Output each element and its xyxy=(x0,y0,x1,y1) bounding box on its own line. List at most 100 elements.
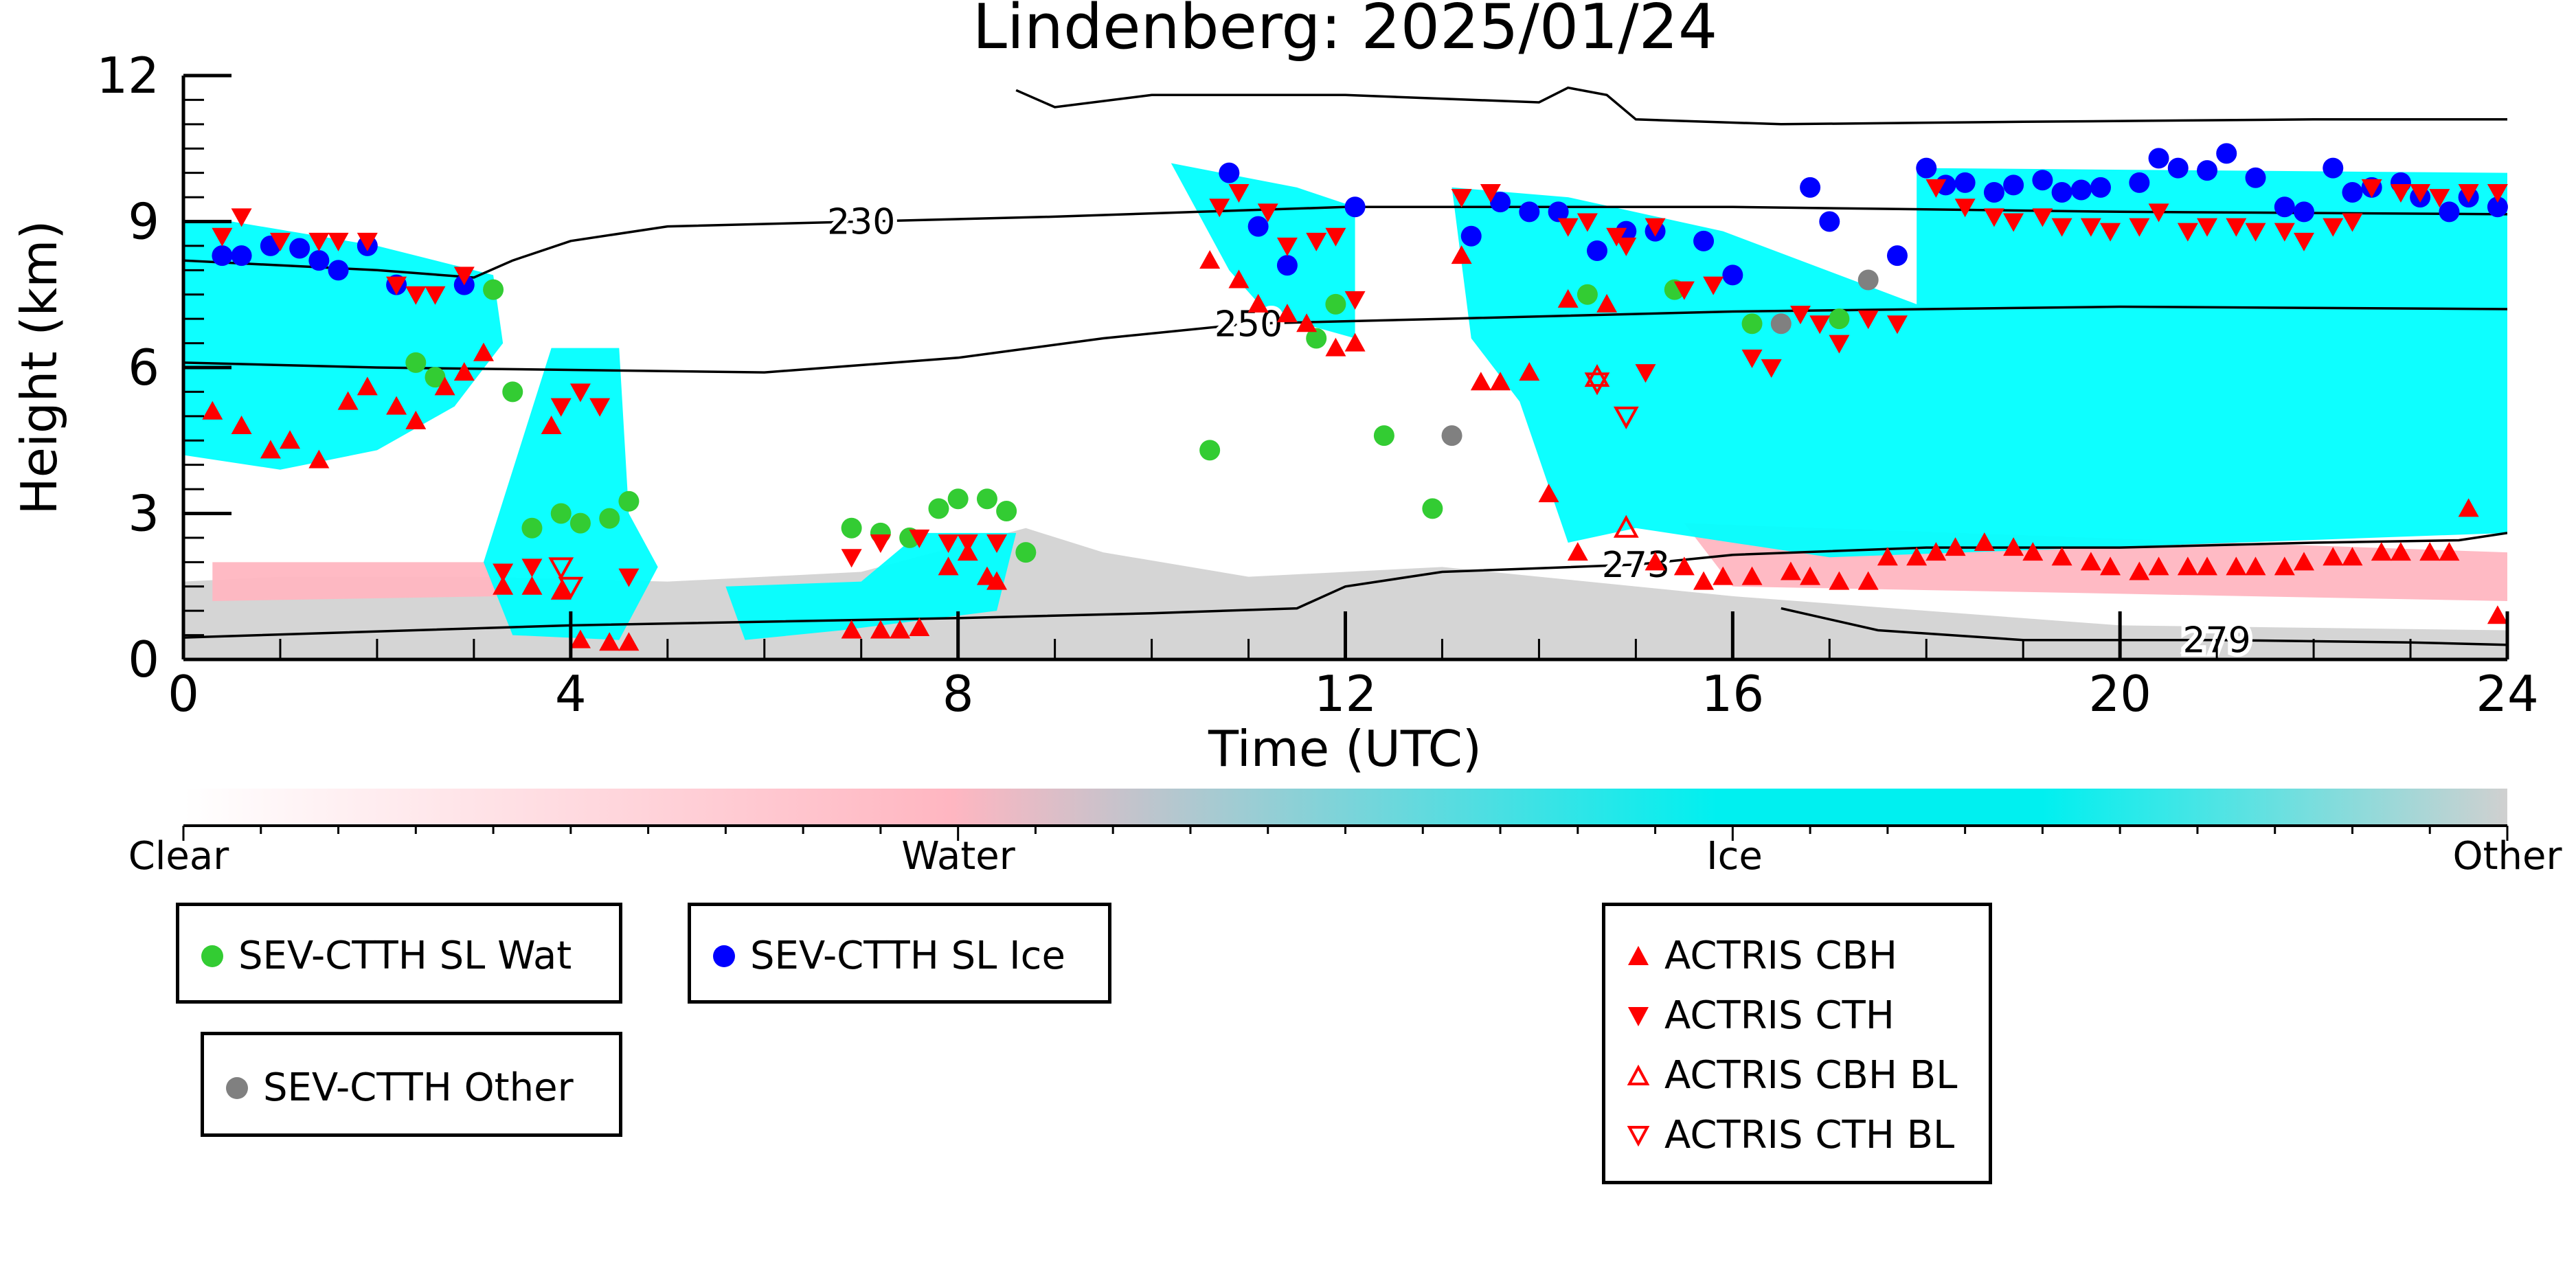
marker-actris-cbh xyxy=(1567,542,1588,561)
marker-actris-cth xyxy=(1635,364,1656,383)
marker-actris-cbh xyxy=(986,571,1008,590)
legend-wat: SEV-CTTH SL Wat xyxy=(176,903,622,1004)
marker-actris-cth xyxy=(1616,237,1637,256)
marker-actris-cbh xyxy=(1906,547,1928,566)
marker-actris-cbh xyxy=(1925,542,1947,561)
marker-actris-cbh xyxy=(2245,556,2266,576)
marker-sev-ctth-sl-ice xyxy=(1219,162,1240,183)
marker-sev-ctth-sl-ice xyxy=(2090,177,2111,198)
marker-sev-ctth-sl-ice xyxy=(231,245,252,267)
marker-sev-ctth-sl-ice xyxy=(1490,192,1511,213)
marker-actris-cbh xyxy=(1877,547,1898,566)
marker-actris-cth xyxy=(212,227,233,247)
marker-actris-cth xyxy=(1886,315,1908,335)
marker-actris-cbh xyxy=(2323,547,2344,566)
marker-actris-cth xyxy=(1673,281,1695,300)
marker-actris-cth xyxy=(269,232,291,251)
marker-sev-ctth-sl-wat xyxy=(1373,425,1394,447)
marker-actris-cbh xyxy=(337,391,359,410)
marker-actris-cth xyxy=(2361,179,2382,198)
marker-actris-cbh xyxy=(2148,556,2169,576)
marker-sev-ctth-sl-ice xyxy=(1722,264,1743,286)
marker-actris-cbh xyxy=(1645,552,1666,571)
marker-actris-cth xyxy=(425,286,446,305)
marker-actris-cbh xyxy=(1857,571,1879,590)
marker-actris-cbh xyxy=(1713,566,1734,585)
legend-other: SEV-CTTH Other xyxy=(201,1032,622,1137)
marker-actris-cth xyxy=(2390,184,2411,203)
marker-actris-cth xyxy=(2003,213,2024,232)
marker-sev-ctth-sl-ice xyxy=(2342,182,2363,203)
marker-actris-cth xyxy=(2032,208,2053,227)
marker-actris-cth xyxy=(308,232,330,251)
marker-actris-cbh xyxy=(2226,556,2247,576)
marker-actris-cth xyxy=(938,534,959,553)
marker-actris-cth xyxy=(2051,218,2072,237)
marker-sev-ctth-sl-wat xyxy=(521,517,543,539)
marker-actris-cbh xyxy=(202,400,223,420)
marker-actris-cth xyxy=(1306,232,1327,251)
marker-sev-ctth-sl-ice xyxy=(2487,196,2508,218)
marker-sev-ctth-sl-wat xyxy=(502,381,523,403)
marker-sev-ctth-sl-wat xyxy=(928,498,949,519)
y-tick-label: 6 xyxy=(128,339,159,396)
marker-sev-ctth-sl-ice xyxy=(2129,172,2150,193)
marker-actris-cth xyxy=(1645,218,1666,237)
marker-sev-ctth-sl-ice xyxy=(2051,182,2072,203)
marker-sev-ctth-sl-ice xyxy=(1548,201,1569,223)
marker-actris-cth xyxy=(2197,218,2218,237)
marker-actris-cth xyxy=(2226,218,2247,237)
marker-actris-cth xyxy=(405,286,427,305)
contour-line xyxy=(1015,86,2507,126)
marker-actris-cth xyxy=(1557,218,1579,237)
marker-sev-ctth-sl-wat xyxy=(841,517,862,539)
marker-sev-ctth-sl-wat xyxy=(976,488,997,510)
marker-actris-cth xyxy=(453,267,475,286)
marker-actris-cbh xyxy=(1228,269,1250,289)
marker-actris-cbh xyxy=(841,620,862,639)
marker-sev-ctth-sl-ice xyxy=(1247,216,1269,237)
marker-actris-cbh xyxy=(2390,542,2411,561)
colorbar-label-clear: Clear xyxy=(128,834,229,879)
x-tick-label: 20 xyxy=(2088,665,2151,723)
marker-actris-cbh xyxy=(2342,547,2363,566)
grey-circle-icon xyxy=(226,1076,248,1099)
marker-sev-ctth-sl-ice xyxy=(1983,182,2004,203)
marker-actris-cth xyxy=(909,529,930,548)
marker-actris-cbh xyxy=(1490,372,1511,391)
marker-actris-cth xyxy=(957,534,978,553)
marker-actris-cbh xyxy=(2458,498,2479,517)
marker-sev-ctth-sl-ice xyxy=(2274,196,2295,218)
marker-actris-cth xyxy=(1954,199,1976,218)
marker-actris-cbh xyxy=(870,620,891,639)
marker-actris-cbh xyxy=(1325,337,1346,357)
marker-sev-ctth-sl-wat xyxy=(550,503,572,524)
contour-line xyxy=(183,205,2507,279)
marker-actris-cth xyxy=(1790,306,1811,325)
marker-actris-cth xyxy=(1209,199,1230,218)
marker-sev-ctth-sl-wat xyxy=(1422,498,1443,519)
marker-actris-cth xyxy=(1983,208,2004,227)
marker-actris-cbh xyxy=(473,342,494,361)
marker-sev-ctth-sl-wat xyxy=(483,279,504,300)
marker-actris-cbh xyxy=(2022,542,2044,561)
open-triangle-up-icon xyxy=(1627,1064,1650,1085)
marker-actris-cbh xyxy=(1344,332,1366,352)
marker-actris-cth xyxy=(1325,227,1346,247)
marker-actris-cbh xyxy=(569,629,591,648)
marker-sev-ctth-sl-ice xyxy=(1819,211,1840,232)
marker-actris-cth xyxy=(1257,203,1278,223)
marker-actris-cth xyxy=(2429,189,2450,208)
x-tick-label: 24 xyxy=(2476,665,2539,723)
marker-actris-cbh xyxy=(2100,556,2121,576)
x-tick-label: 0 xyxy=(168,665,199,723)
marker-sev-ctth-other xyxy=(1857,269,1879,291)
marker-sev-ctth-sl-ice xyxy=(1693,230,1715,251)
x-tick-label: 16 xyxy=(1702,665,1765,723)
water-region xyxy=(212,562,504,601)
marker-sev-ctth-sl-ice xyxy=(2148,148,2169,169)
colorbar-label-water: Water xyxy=(901,834,1016,879)
marker-sev-ctth-sl-ice xyxy=(2245,167,2266,188)
marker-actris-cbh xyxy=(1247,293,1269,313)
marker-sev-ctth-sl-wat xyxy=(405,352,427,373)
